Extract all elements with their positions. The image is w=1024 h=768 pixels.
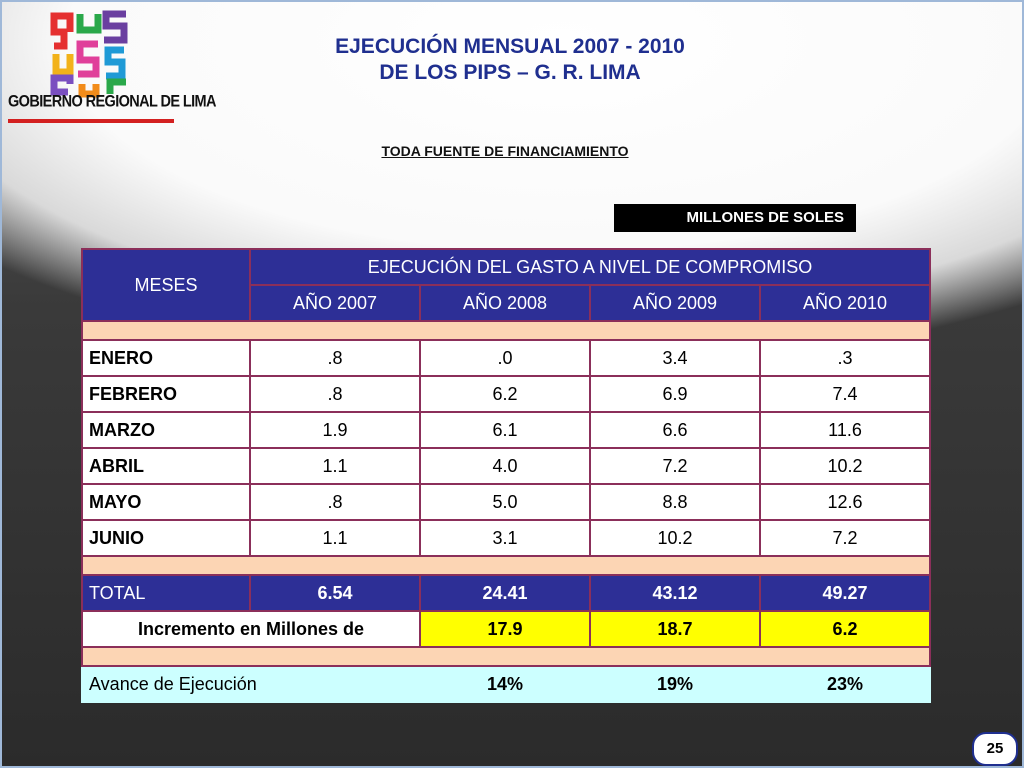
value-cell: 10.2 xyxy=(589,519,761,557)
title-line-2: DE LOS PIPS – G. R. LIMA xyxy=(379,61,641,84)
value-cell: .8 xyxy=(249,375,421,413)
value-cell: 8.8 xyxy=(589,483,761,521)
value-cell: 6.1 xyxy=(419,411,591,449)
value-cell: 6.6 xyxy=(589,411,761,449)
meses-header: MESES xyxy=(81,248,251,322)
total-cell: 6.54 xyxy=(249,574,421,612)
value-cell: .8 xyxy=(249,339,421,377)
increment-cell: 6.2 xyxy=(759,610,931,648)
month-cell: FEBRERO xyxy=(81,375,251,413)
value-cell: 6.2 xyxy=(419,375,591,413)
progress-cell: 23% xyxy=(759,665,931,703)
increment-cell: 18.7 xyxy=(589,610,761,648)
spacer-row xyxy=(81,646,931,667)
total-row: TOTAL 6.54 24.41 43.12 49.27 xyxy=(81,574,931,612)
value-cell: 3.1 xyxy=(419,519,591,557)
total-cell: 43.12 xyxy=(589,574,761,612)
progress-cell: 14% xyxy=(419,665,591,703)
page-number: 25 xyxy=(972,732,1018,766)
table-row: ABRIL 1.1 4.0 7.2 10.2 xyxy=(81,447,931,485)
value-cell: 10.2 xyxy=(759,447,931,485)
value-cell: 11.6 xyxy=(759,411,931,449)
value-cell: 5.0 xyxy=(419,483,591,521)
header-row: MESES EJECUCIÓN DEL GASTO A NIVEL DE COM… xyxy=(81,248,931,322)
spacer-row xyxy=(81,555,931,576)
value-cell: 1.1 xyxy=(249,519,421,557)
years-row: AÑO 2007 AÑO 2008 AÑO 2009 AÑO 2010 xyxy=(82,284,931,322)
table-row: FEBRERO .8 6.2 6.9 7.4 xyxy=(81,375,931,413)
funding-subtitle: TODA FUENTE DE FINANCIAMIENTO xyxy=(381,143,629,159)
value-cell: 3.4 xyxy=(589,339,761,377)
value-cell: .0 xyxy=(419,339,591,377)
year-header: AÑO 2007 xyxy=(249,284,421,322)
value-cell: 6.9 xyxy=(589,375,761,413)
month-cell: MARZO xyxy=(81,411,251,449)
month-cell: ABRIL xyxy=(81,447,251,485)
spacer-row xyxy=(81,320,931,341)
value-cell: 12.6 xyxy=(759,483,931,521)
increment-label: Incremento en Millones de xyxy=(81,610,421,648)
group-header: EJECUCIÓN DEL GASTO A NIVEL DE COMPROMIS… xyxy=(249,248,931,286)
value-cell: 7.2 xyxy=(589,447,761,485)
month-cell: MAYO xyxy=(81,483,251,521)
increment-cell: 17.9 xyxy=(419,610,591,648)
title-line-1: EJECUCIÓN MENSUAL 2007 - 2010 xyxy=(335,35,685,58)
value-cell: .3 xyxy=(759,339,931,377)
progress-cell: 19% xyxy=(589,665,761,703)
table-row: MAYO .8 5.0 8.8 12.6 xyxy=(81,483,931,521)
total-label: TOTAL xyxy=(81,574,251,612)
month-cell: JUNIO xyxy=(81,519,251,557)
progress-row: Avance de Ejecución 14% 19% 23% xyxy=(81,665,931,703)
value-cell: 7.2 xyxy=(759,519,931,557)
total-cell: 24.41 xyxy=(419,574,591,612)
table-row: JUNIO 1.1 3.1 10.2 7.2 xyxy=(81,519,931,557)
table-row: MARZO 1.9 6.1 6.6 11.6 xyxy=(81,411,931,449)
value-cell: 4.0 xyxy=(419,447,591,485)
table-row: ENERO .8 .0 3.4 .3 xyxy=(81,339,931,377)
increment-row: Incremento en Millones de 17.9 18.7 6.2 xyxy=(81,610,931,648)
logo-underline xyxy=(8,119,174,123)
execution-table: MESES EJECUCIÓN DEL GASTO A NIVEL DE COM… xyxy=(81,248,931,703)
value-cell: 1.9 xyxy=(249,411,421,449)
progress-label: Avance de Ejecución xyxy=(81,665,421,703)
logo-text: GOBIERNO REGIONAL DE LIMA xyxy=(8,92,216,112)
value-cell: 7.4 xyxy=(759,375,931,413)
total-cell: 49.27 xyxy=(759,574,931,612)
year-header: AÑO 2010 xyxy=(759,284,931,322)
slide-title: EJECUCIÓN MENSUAL 2007 - 2010 DE LOS PIP… xyxy=(240,34,780,86)
value-cell: .8 xyxy=(249,483,421,521)
gobierno-regional-logo xyxy=(50,10,128,98)
year-header: AÑO 2009 xyxy=(589,284,761,322)
value-cell: 1.1 xyxy=(249,447,421,485)
year-header: AÑO 2008 xyxy=(419,284,591,322)
month-cell: ENERO xyxy=(81,339,251,377)
units-label: MILLONES DE SOLES xyxy=(614,204,856,232)
